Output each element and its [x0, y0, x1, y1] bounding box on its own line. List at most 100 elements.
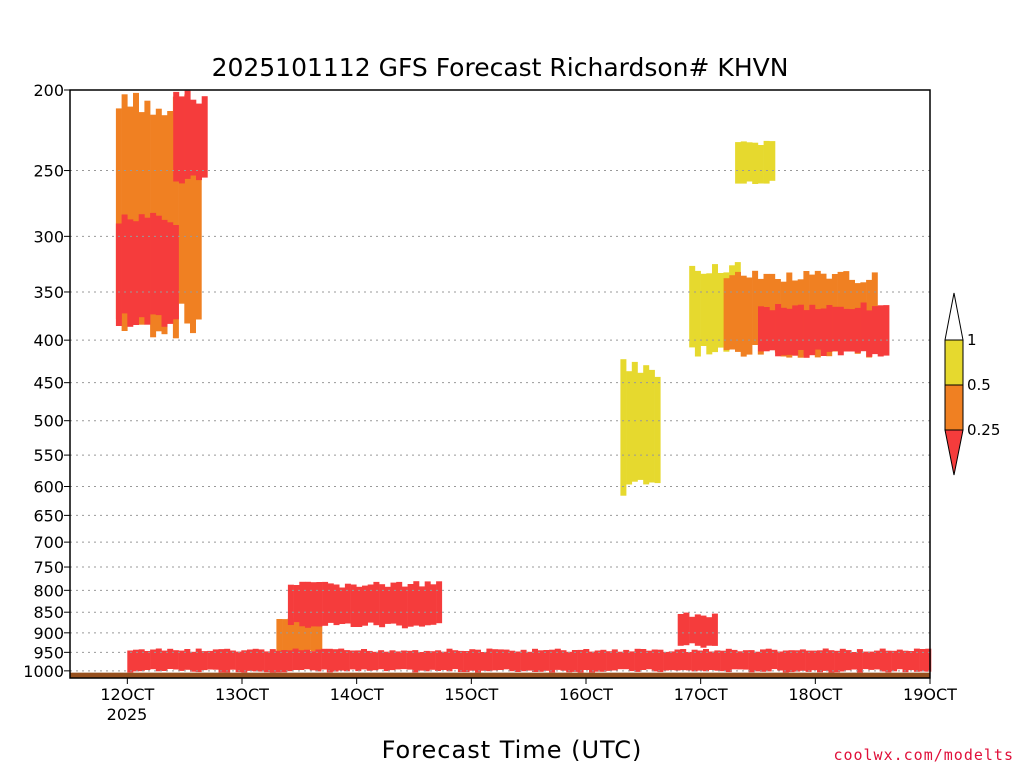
region-cell: [212, 649, 219, 670]
region-cell: [184, 649, 191, 670]
region-cell: [663, 651, 670, 671]
region-cell: [172, 650, 179, 670]
region-cell: [731, 649, 738, 670]
region-cell: [241, 650, 248, 673]
x-tick-label: 18OCT: [788, 685, 842, 704]
region-cell: [611, 649, 618, 671]
region-cell: [740, 275, 747, 357]
region-cell: [155, 215, 162, 316]
region-cell: [299, 581, 306, 627]
region-cell: [305, 581, 311, 628]
region-cell: [133, 92, 139, 308]
region-cell: [299, 618, 306, 652]
region-cell: [247, 649, 253, 671]
region-cell: [184, 94, 191, 324]
region-cell: [797, 304, 804, 350]
region-cell: [383, 651, 390, 672]
region-cell: [849, 309, 856, 352]
region-cell: [304, 621, 311, 651]
region-cell: [832, 306, 839, 351]
region-cell: [406, 650, 413, 670]
region-cell: [133, 221, 139, 325]
x-tick-label: 17OCT: [674, 685, 728, 704]
region-cell: [691, 649, 698, 672]
region-cell: [868, 651, 875, 670]
region-cell: [419, 586, 425, 627]
region-cell: [475, 649, 481, 673]
region-cell: [190, 651, 196, 672]
region-cell: [706, 617, 713, 646]
region-cell: [543, 650, 550, 671]
region-cell: [815, 309, 821, 350]
region-cell: [717, 273, 724, 348]
region-cell: [828, 650, 835, 673]
region-cell: [746, 142, 753, 182]
y-tick-label: 300: [33, 227, 64, 246]
region-cell: [480, 652, 487, 671]
region-cell: [532, 648, 538, 672]
region-cell: [326, 648, 333, 673]
region-cell: [777, 651, 784, 671]
region-cell: [902, 650, 909, 673]
x-axis-ticks: 12OCT 13OCT 14OCT 15OCT 16OCT 17OCT 18OCT 19OCT: [100, 678, 957, 704]
legend-level-label: 0.5: [967, 376, 991, 394]
region-cell: [925, 648, 932, 672]
region-cell: [167, 648, 174, 669]
region-cell: [150, 212, 157, 315]
region-cell: [740, 141, 747, 184]
region-cell: [269, 649, 276, 673]
region-cell: [839, 648, 846, 672]
region-cell: [685, 652, 692, 671]
region-cell: [820, 308, 827, 356]
region-cell: [138, 649, 145, 672]
region-cell: [697, 650, 704, 671]
region-cell: [436, 581, 443, 624]
region-cell: [860, 302, 867, 352]
region-cell: [463, 651, 470, 673]
colorbar-legend: 1 0.5 0.25: [944, 292, 1000, 476]
region-cell: [379, 584, 386, 628]
region-cell: [694, 614, 701, 646]
region-cell: [407, 584, 414, 627]
region-cell: [304, 649, 310, 670]
region-cell: [600, 649, 607, 672]
region-cell: [754, 651, 761, 672]
legend-level-label: 0.25: [967, 421, 1000, 439]
region-cell: [786, 308, 793, 355]
region-cell: [133, 649, 139, 672]
region-cell: [763, 307, 770, 352]
region-cell: [457, 650, 464, 673]
region-cell: [424, 581, 431, 626]
region-cell: [714, 650, 721, 671]
region-cell: [799, 649, 806, 671]
region-cell: [549, 649, 556, 673]
x-axis-label: Forecast Time (UTC): [382, 736, 643, 764]
chart-title: 2025101112 GFS Forecast Richardson# KHVN: [212, 53, 789, 82]
region-cell: [127, 219, 134, 327]
region-cell: [803, 310, 810, 358]
region-cell: [708, 651, 715, 670]
region-cell: [640, 649, 647, 670]
region-cell: [862, 651, 869, 670]
region-cell: [703, 649, 709, 672]
region-cell: [389, 650, 396, 671]
region-cell: [396, 581, 403, 626]
region-cell: [418, 652, 424, 671]
y-tick-label: 500: [33, 412, 64, 431]
y-tick-label: 900: [33, 624, 64, 643]
region-cell: [161, 219, 168, 327]
region-cell: [275, 650, 282, 673]
region-cell: [356, 586, 363, 627]
region-cell: [620, 359, 627, 496]
legend-swatch-below-0.25: [944, 429, 964, 476]
y-tick-label: 650: [33, 506, 64, 525]
region-cell: [866, 310, 873, 357]
region-cell: [769, 310, 776, 351]
region-cell: [554, 648, 561, 670]
region-cell: [879, 648, 886, 672]
region-cell: [390, 582, 397, 624]
region-cell: [218, 649, 225, 673]
region-cell: [746, 277, 753, 355]
region-cell: [843, 308, 850, 352]
region-cell: [190, 99, 197, 176]
